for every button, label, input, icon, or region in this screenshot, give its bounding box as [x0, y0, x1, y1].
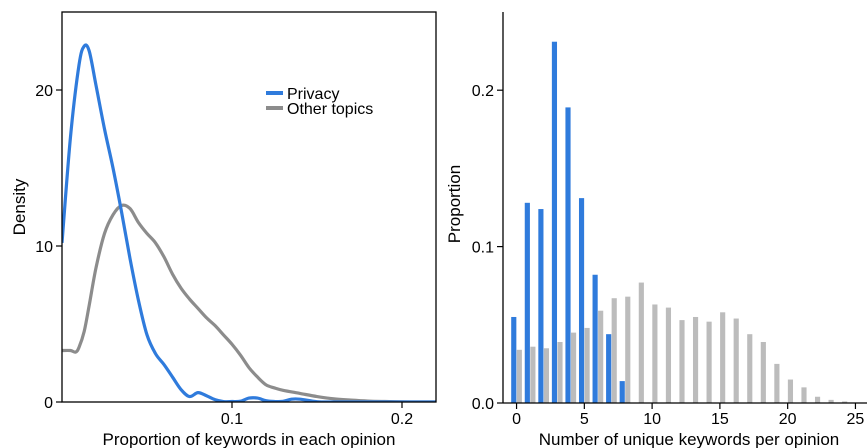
histogram-y-tick-label: 0.2	[472, 83, 494, 100]
bar-other-topics-20	[787, 379, 794, 403]
bar-other-topics-19	[774, 363, 780, 403]
histogram-panel: 0.0 0.1 0.2 0 5 10 15 20 25 Number of unique ke…	[445, 12, 867, 448]
bar-other-topics-0	[516, 349, 522, 403]
bar-privacy-3	[551, 41, 558, 403]
density-x-ticks: 0.1 0.2	[221, 402, 413, 428]
histogram-x-tick-label: 10	[643, 411, 661, 428]
bar-other-topics-13	[692, 316, 699, 403]
bar-other-topics-3	[557, 342, 563, 403]
density-panel: 0 10 20 0.1 0.2 Proportion of keywords in e…	[10, 11, 437, 448]
bar-other-topics-15	[720, 312, 726, 403]
bar-other-topics-16	[733, 318, 739, 403]
legend-label-privacy: Privacy	[287, 86, 339, 103]
bar-privacy-1	[524, 202, 530, 403]
histogram-x-tick-label: 5	[580, 411, 589, 428]
bar-other-topics-22	[814, 396, 821, 403]
density-y-axis-label: Density	[10, 178, 29, 235]
histogram-y-axis-label: Proportion	[445, 165, 464, 243]
density-x-axis-label: Proportion of keywords in each opinion	[103, 430, 396, 448]
bar-other-topics-21	[801, 387, 807, 403]
bar-other-topics-18	[760, 342, 766, 403]
bar-privacy-6	[592, 274, 598, 403]
density-x-tick-label: 0.2	[391, 411, 413, 428]
bar-privacy-0	[511, 316, 517, 403]
bar-other-topics-23	[828, 399, 834, 403]
legend-label-other-topics: Other topics	[287, 101, 373, 118]
histogram-bars	[511, 41, 848, 404]
bar-privacy-4	[565, 107, 571, 404]
histogram-y-tick-label: 0.0	[472, 396, 494, 413]
bar-other-topics-4	[570, 332, 577, 403]
bar-other-topics-7	[611, 298, 617, 403]
bar-other-topics-9	[638, 282, 644, 403]
density-y-tick-label: 0	[44, 395, 53, 412]
bar-other-topics-6	[598, 310, 604, 403]
bar-other-topics-11	[665, 307, 672, 403]
density-y-tick-label: 20	[35, 83, 53, 100]
bar-other-topics-14	[706, 321, 712, 403]
bar-other-topics-12	[679, 320, 685, 403]
density-plot-frame	[61, 11, 437, 403]
bar-other-topics-10	[652, 304, 658, 403]
bar-privacy-2	[538, 209, 544, 403]
bar-other-topics-8	[625, 296, 631, 403]
density-line-other-topics	[62, 203, 436, 402]
histogram-y-tick-label: 0.1	[472, 240, 494, 257]
histogram-x-tick-label: 25	[847, 411, 865, 428]
histogram-x-axis-label: Number of unique keywords per opinion	[539, 430, 840, 448]
bar-other-topics-5	[584, 327, 590, 403]
bar-privacy-8	[619, 381, 625, 403]
histogram-x-ticks: 0 5 10 15 20 25	[512, 403, 864, 428]
histogram-y-ticks: 0.0 0.1 0.2	[472, 83, 503, 413]
density-lines	[62, 43, 436, 402]
density-line-privacy	[62, 43, 436, 402]
bar-other-topics-1	[530, 346, 536, 403]
bar-other-topics-17	[747, 334, 753, 403]
histogram-x-tick-label: 15	[711, 411, 729, 428]
bar-other-topics-2	[543, 348, 550, 403]
bar-privacy-7	[606, 334, 612, 403]
bar-other-topics-24	[842, 401, 848, 403]
legend: Privacy Other topics	[266, 86, 373, 118]
bar-privacy-5	[578, 198, 585, 403]
density-x-tick-label: 0.1	[221, 411, 243, 428]
histogram-x-tick-label: 20	[779, 411, 797, 428]
density-y-tick-label: 10	[35, 239, 53, 256]
histogram-x-tick-label: 0	[512, 411, 521, 428]
density-y-ticks: 0 10 20	[35, 83, 62, 412]
